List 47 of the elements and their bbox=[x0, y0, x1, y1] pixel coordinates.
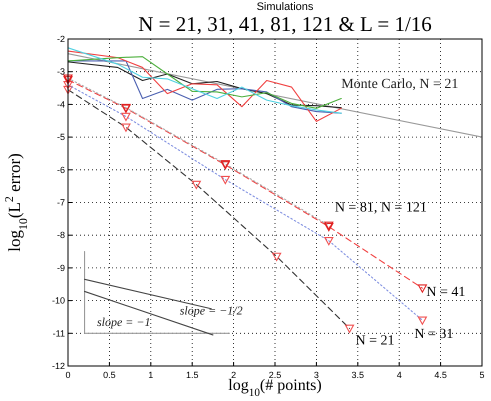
x-tick-label: 1 bbox=[148, 370, 154, 380]
x-tick-label: 2.5 bbox=[268, 370, 282, 380]
point bbox=[418, 284, 427, 293]
point bbox=[220, 176, 230, 184]
point bbox=[121, 112, 131, 122]
point bbox=[63, 86, 73, 94]
point bbox=[63, 76, 73, 84]
x-tick-label: 4.5 bbox=[434, 370, 447, 380]
series-label: N = 21 bbox=[356, 333, 395, 348]
point bbox=[63, 74, 73, 83]
point bbox=[121, 124, 131, 132]
point bbox=[63, 81, 73, 90]
y-tick-label: -7 bbox=[56, 198, 65, 208]
x-tick-label: 5 bbox=[479, 370, 485, 380]
point bbox=[324, 237, 334, 246]
line-series bbox=[67, 50, 342, 122]
y-tick-label: -5 bbox=[56, 132, 65, 142]
y-tick-label: -9 bbox=[56, 262, 65, 273]
series-label: N = 31 bbox=[414, 327, 454, 342]
point bbox=[418, 316, 427, 325]
y-tick-label: -3 bbox=[56, 66, 65, 77]
x-tick-label: 4 bbox=[396, 370, 402, 380]
point bbox=[192, 180, 201, 190]
x-tick-label: 1.5 bbox=[186, 370, 198, 380]
x-tick-label: 0.5 bbox=[103, 370, 116, 380]
series-label: N = 81, N = 121 bbox=[334, 200, 427, 216]
chart-subtitle: Simulations bbox=[256, 1, 314, 13]
x-tick-label: 3 bbox=[314, 370, 319, 380]
y-tick-label: -2 bbox=[56, 34, 65, 44]
x-tick-label: 2 bbox=[231, 370, 236, 380]
line-series bbox=[67, 47, 342, 114]
y-tick-label: -8 bbox=[56, 230, 65, 240]
point bbox=[344, 324, 354, 333]
x-tick-label: 3.5 bbox=[352, 370, 364, 380]
y-tick-label: -10 bbox=[52, 296, 65, 306]
y-tick-label: -11 bbox=[52, 328, 65, 338]
series-label: N = 41 bbox=[426, 285, 466, 300]
chart-title: N = 21, 31, 41, 81, 121 & L = 1/16 bbox=[138, 12, 432, 36]
annotation: slope = −1 bbox=[96, 315, 151, 330]
annotation: Monte Carlo, N = 21 bbox=[341, 77, 458, 92]
annotation: slope = −1/2 bbox=[180, 303, 243, 318]
y-tick-label: -6 bbox=[56, 164, 65, 175]
x-axis-title: log$_{10}$(# points) bbox=[228, 377, 322, 399]
x-tick-label: 0 bbox=[65, 370, 71, 380]
y-tick-label: -4 bbox=[56, 99, 65, 110]
point bbox=[272, 252, 282, 262]
y-tick-label: -12 bbox=[52, 361, 65, 371]
